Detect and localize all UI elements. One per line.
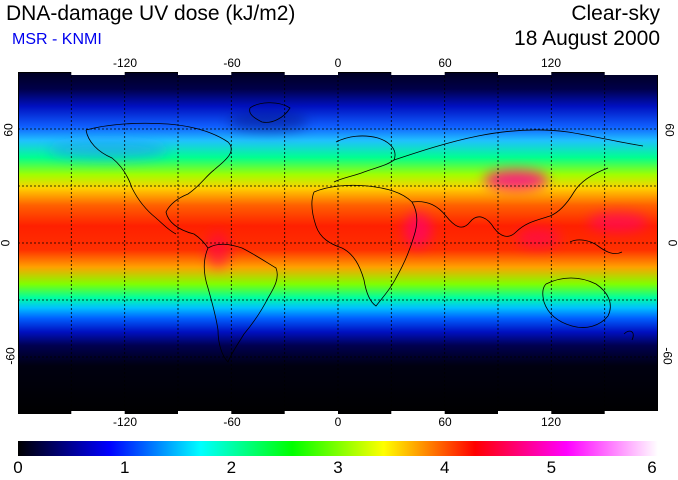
lat-tick-left: 60 (1, 123, 16, 137)
colorbar-label: 4 (439, 458, 450, 477)
lon-tick-top: -120 (112, 56, 138, 70)
chart-title: DNA-damage UV dose (kJ/m2) (6, 2, 296, 25)
lon-tick-top: 60 (438, 56, 452, 70)
lon-tick-bottom: -60 (223, 415, 241, 429)
lat-tick-right: -60 (660, 347, 675, 365)
lon-tick-top: 120 (540, 56, 562, 70)
sky-condition-label: Clear-sky (571, 2, 660, 25)
lon-tick-bottom: -120 (112, 415, 138, 429)
uv-hotspots (48, 112, 648, 268)
colorbar-label: 6 (647, 458, 657, 477)
colorbar-label: 3 (333, 458, 343, 477)
colorbar-gradient (18, 441, 658, 456)
lon-tick-top: 0 (334, 56, 342, 70)
lat-tick-right: 0 (666, 240, 678, 247)
colorbar-label: 0 (13, 458, 23, 477)
lon-tick-bottom: 0 (334, 415, 342, 429)
colorbar-label: 5 (546, 458, 557, 477)
date-label: 18 August 2000 (514, 27, 660, 50)
lat-tick-right: 60 (662, 123, 677, 137)
graticule (18, 72, 658, 414)
lon-tick-bottom: 60 (438, 415, 452, 429)
colorbar (18, 441, 658, 456)
lon-tick-top: -60 (223, 56, 241, 70)
lat-tick-left: -60 (3, 347, 18, 365)
frame-ticks (71, 72, 658, 414)
colorbar-label: 2 (226, 458, 237, 477)
uv-dose-map (18, 72, 658, 414)
colorbar-label: 1 (119, 458, 130, 477)
lon-tick-bottom: 120 (540, 415, 562, 429)
source-label: MSR - KNMI (12, 31, 102, 48)
lat-tick-left: 0 (0, 240, 12, 247)
